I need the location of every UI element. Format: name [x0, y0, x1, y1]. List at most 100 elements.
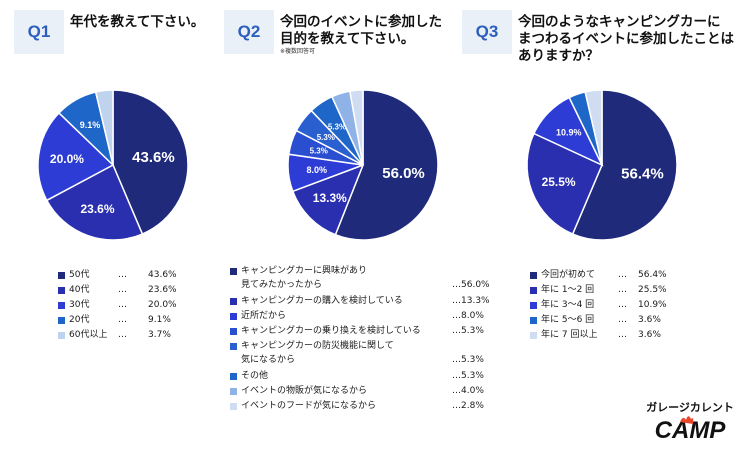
- legend-label: 60代以上: [69, 330, 108, 340]
- q2-legend-item: キャンピングカーに興味があり: [230, 264, 500, 278]
- pie-slice: [349, 89, 364, 166]
- legend-value: …4.0%: [452, 386, 484, 396]
- legend-value: 3.6%: [638, 315, 661, 325]
- q2-pie-chart: 56.0% 13.3% 8.0% 5.3% 5.3% 5.3%: [287, 89, 439, 241]
- legend-label-cont: 見てみたかったから: [241, 280, 323, 290]
- legend-label: 30代: [69, 300, 90, 310]
- q2-legend-item-cont: 気になるから …5.3%: [230, 353, 500, 369]
- garage-current-camp-logo: ガレージカレント CAMP: [646, 400, 734, 444]
- legend-label: 今回が初めて: [541, 270, 596, 280]
- legend-swatch: [58, 317, 65, 324]
- legend-value: …13.3%: [452, 296, 490, 306]
- legend-value: …56.0%: [452, 280, 490, 290]
- legend-swatch: [530, 317, 537, 324]
- legend-label: キャンピングカーに興味があり: [241, 266, 368, 276]
- q3-title-line-2: まつわるイベントに参加したことは: [518, 31, 734, 47]
- legend-label: 年に 7 回以上: [541, 330, 598, 340]
- legend-swatch: [530, 302, 537, 309]
- legend-swatch: [230, 328, 237, 335]
- q2-legend-item-cont: 見てみたかったから …56.0%: [230, 278, 500, 294]
- legend-label: その他: [241, 371, 269, 381]
- q1-badge: Q1: [14, 10, 64, 54]
- legend-label: イベントの物販が気になるから: [241, 386, 368, 396]
- q2-legend-item: キャンピングカーの購入を検討している …13.3%: [230, 294, 500, 309]
- legend-value: …5.3%: [452, 326, 484, 336]
- pie-slice: [37, 111, 115, 202]
- pie-slice: [45, 163, 144, 241]
- pie-value-label: 56.0%: [382, 165, 425, 182]
- legend-swatch: [58, 302, 65, 309]
- pie-slice: [584, 89, 603, 166]
- q3-title-line-3: ありますか？: [518, 48, 599, 64]
- pie-slice: [112, 89, 189, 236]
- pie-value-label: 20.0%: [50, 152, 84, 166]
- pie-slice: [94, 89, 114, 166]
- legend-value: …8.0%: [452, 311, 484, 321]
- pie-value-label: 56.4%: [621, 165, 664, 182]
- q3-badge: Q3: [462, 10, 512, 54]
- legend-dots: …: [618, 330, 627, 340]
- pie-value-label: 8.0%: [307, 165, 328, 175]
- legend-swatch: [530, 332, 537, 339]
- legend-dots: …: [118, 300, 127, 310]
- legend-swatch: [230, 403, 237, 410]
- q1-legend: 50代 … 43.6% 40代 … 23.6% 30代 … 20.0% 20代 … 9.1% 6…: [58, 268, 188, 343]
- q2-legend-item: 近所だから …8.0%: [230, 309, 500, 324]
- q1-legend-item: 40代 … 23.6%: [58, 283, 188, 298]
- legend-label: 50代: [69, 270, 90, 280]
- q2-title-line-2: 目的を教えて下さい。: [280, 31, 415, 47]
- legend-swatch: [230, 388, 237, 395]
- legend-label: キャンピングカーの購入を検討している: [241, 296, 403, 306]
- q3-legend: 今回が初めて … 56.4% 年に 1〜2 回 … 25.5% 年に 3〜4 回 … 10.…: [530, 268, 680, 343]
- q2-title: 今回のイベントに参加した 目的を教えて下さい。 ※複数回答可: [280, 10, 442, 56]
- q2-legend-item: その他 …5.3%: [230, 369, 500, 384]
- pie-value-label: 23.6%: [81, 202, 115, 216]
- legend-value: 25.5%: [638, 285, 667, 295]
- legend-dots: …: [118, 315, 127, 325]
- q2-legend-item: キャンピングカーの乗り換えを検討している …5.3%: [230, 324, 500, 339]
- legend-value: 20.0%: [148, 300, 177, 310]
- q2-header: Q2 今回のイベントに参加した 目的を教えて下さい。 ※複数回答可: [224, 10, 442, 60]
- legend-label: イベントのフードが気になるから: [241, 401, 377, 411]
- legend-value: …5.3%: [452, 355, 484, 365]
- q2-badge: Q2: [224, 10, 274, 54]
- pie-value-label: 5.3%: [317, 133, 335, 142]
- legend-swatch: [230, 343, 237, 350]
- q2-legend-item: イベントのフードが気になるから …2.8%: [230, 399, 500, 414]
- legend-value: 23.6%: [148, 285, 177, 295]
- q3-title: 今回のようなキャンピングカーに まつわるイベントに参加したことは ありますか？: [518, 10, 734, 65]
- q3-header: Q3 今回のようなキャンピングカーに まつわるイベントに参加したことは あります…: [462, 10, 734, 64]
- legend-swatch: [58, 287, 65, 294]
- q3-legend-item: 年に 3〜4 回 … 10.9%: [530, 298, 680, 313]
- legend-label: キャンピングカーの防災機能に関して: [241, 341, 394, 351]
- q3-pie-chart: 56.4% 25.5% 10.9%: [526, 89, 678, 241]
- q1-legend-item: 20代 … 9.1%: [58, 313, 188, 328]
- legend-dots: …: [618, 270, 627, 280]
- legend-swatch: [230, 298, 237, 305]
- pie-slice: [571, 89, 678, 241]
- pie-value-label: 5.3%: [328, 122, 346, 131]
- pie-slice: [334, 89, 439, 241]
- legend-dots: …: [118, 270, 127, 280]
- logo-line-1: ガレージカレント: [646, 400, 734, 414]
- flame-icon: [680, 416, 694, 424]
- q1-legend-item: 50代 … 43.6%: [58, 268, 188, 283]
- q3-legend-item: 年に 7 回以上 … 3.6%: [530, 328, 680, 343]
- q1-title-line-1: 年代を教えて下さい。: [70, 14, 205, 30]
- legend-value: …5.3%: [452, 371, 484, 381]
- legend-value: …2.8%: [452, 401, 484, 411]
- q2-title-line-1: 今回のイベントに参加した: [280, 14, 442, 30]
- q2-legend-item: イベントの物販が気になるから …4.0%: [230, 384, 500, 399]
- q1-legend-item: 60代以上 … 3.7%: [58, 328, 188, 343]
- q3-legend-item: 年に 1〜2 回 … 25.5%: [530, 283, 680, 298]
- legend-dots: …: [118, 285, 127, 295]
- legend-swatch: [58, 272, 65, 279]
- legend-value: 10.9%: [638, 300, 667, 310]
- legend-swatch: [230, 373, 237, 380]
- legend-value: 9.1%: [148, 315, 171, 325]
- legend-label: 年に 5〜6 回: [541, 315, 595, 325]
- legend-label: キャンピングカーの乗り換えを検討している: [241, 326, 421, 336]
- legend-swatch: [230, 313, 237, 320]
- legend-label-cont: 気になるから: [241, 355, 296, 365]
- pie-value-label: 9.1%: [80, 120, 101, 130]
